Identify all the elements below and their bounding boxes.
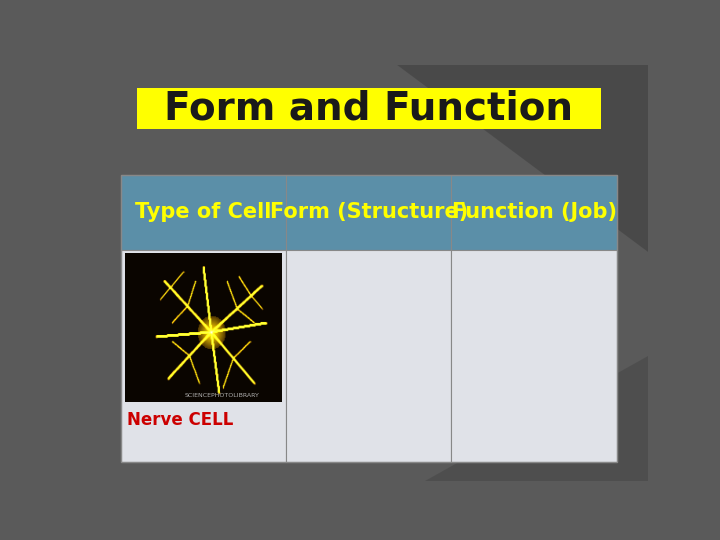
FancyBboxPatch shape — [451, 175, 617, 249]
FancyBboxPatch shape — [125, 253, 282, 402]
FancyBboxPatch shape — [451, 249, 617, 462]
Polygon shape — [425, 356, 648, 481]
Text: Form (Structure): Form (Structure) — [269, 202, 468, 222]
Text: Form and Function: Form and Function — [164, 90, 574, 127]
FancyBboxPatch shape — [286, 249, 451, 462]
Text: SCIENCEPHOTOLIBRARY: SCIENCEPHOTOLIBRARY — [185, 393, 260, 398]
Text: Nerve CELL: Nerve CELL — [127, 411, 234, 429]
FancyBboxPatch shape — [121, 249, 286, 462]
Polygon shape — [397, 65, 648, 252]
Text: Function (Job): Function (Job) — [452, 202, 617, 222]
FancyBboxPatch shape — [286, 175, 451, 249]
FancyBboxPatch shape — [138, 87, 600, 129]
FancyBboxPatch shape — [121, 175, 286, 249]
Text: Type of Cell: Type of Cell — [135, 202, 271, 222]
